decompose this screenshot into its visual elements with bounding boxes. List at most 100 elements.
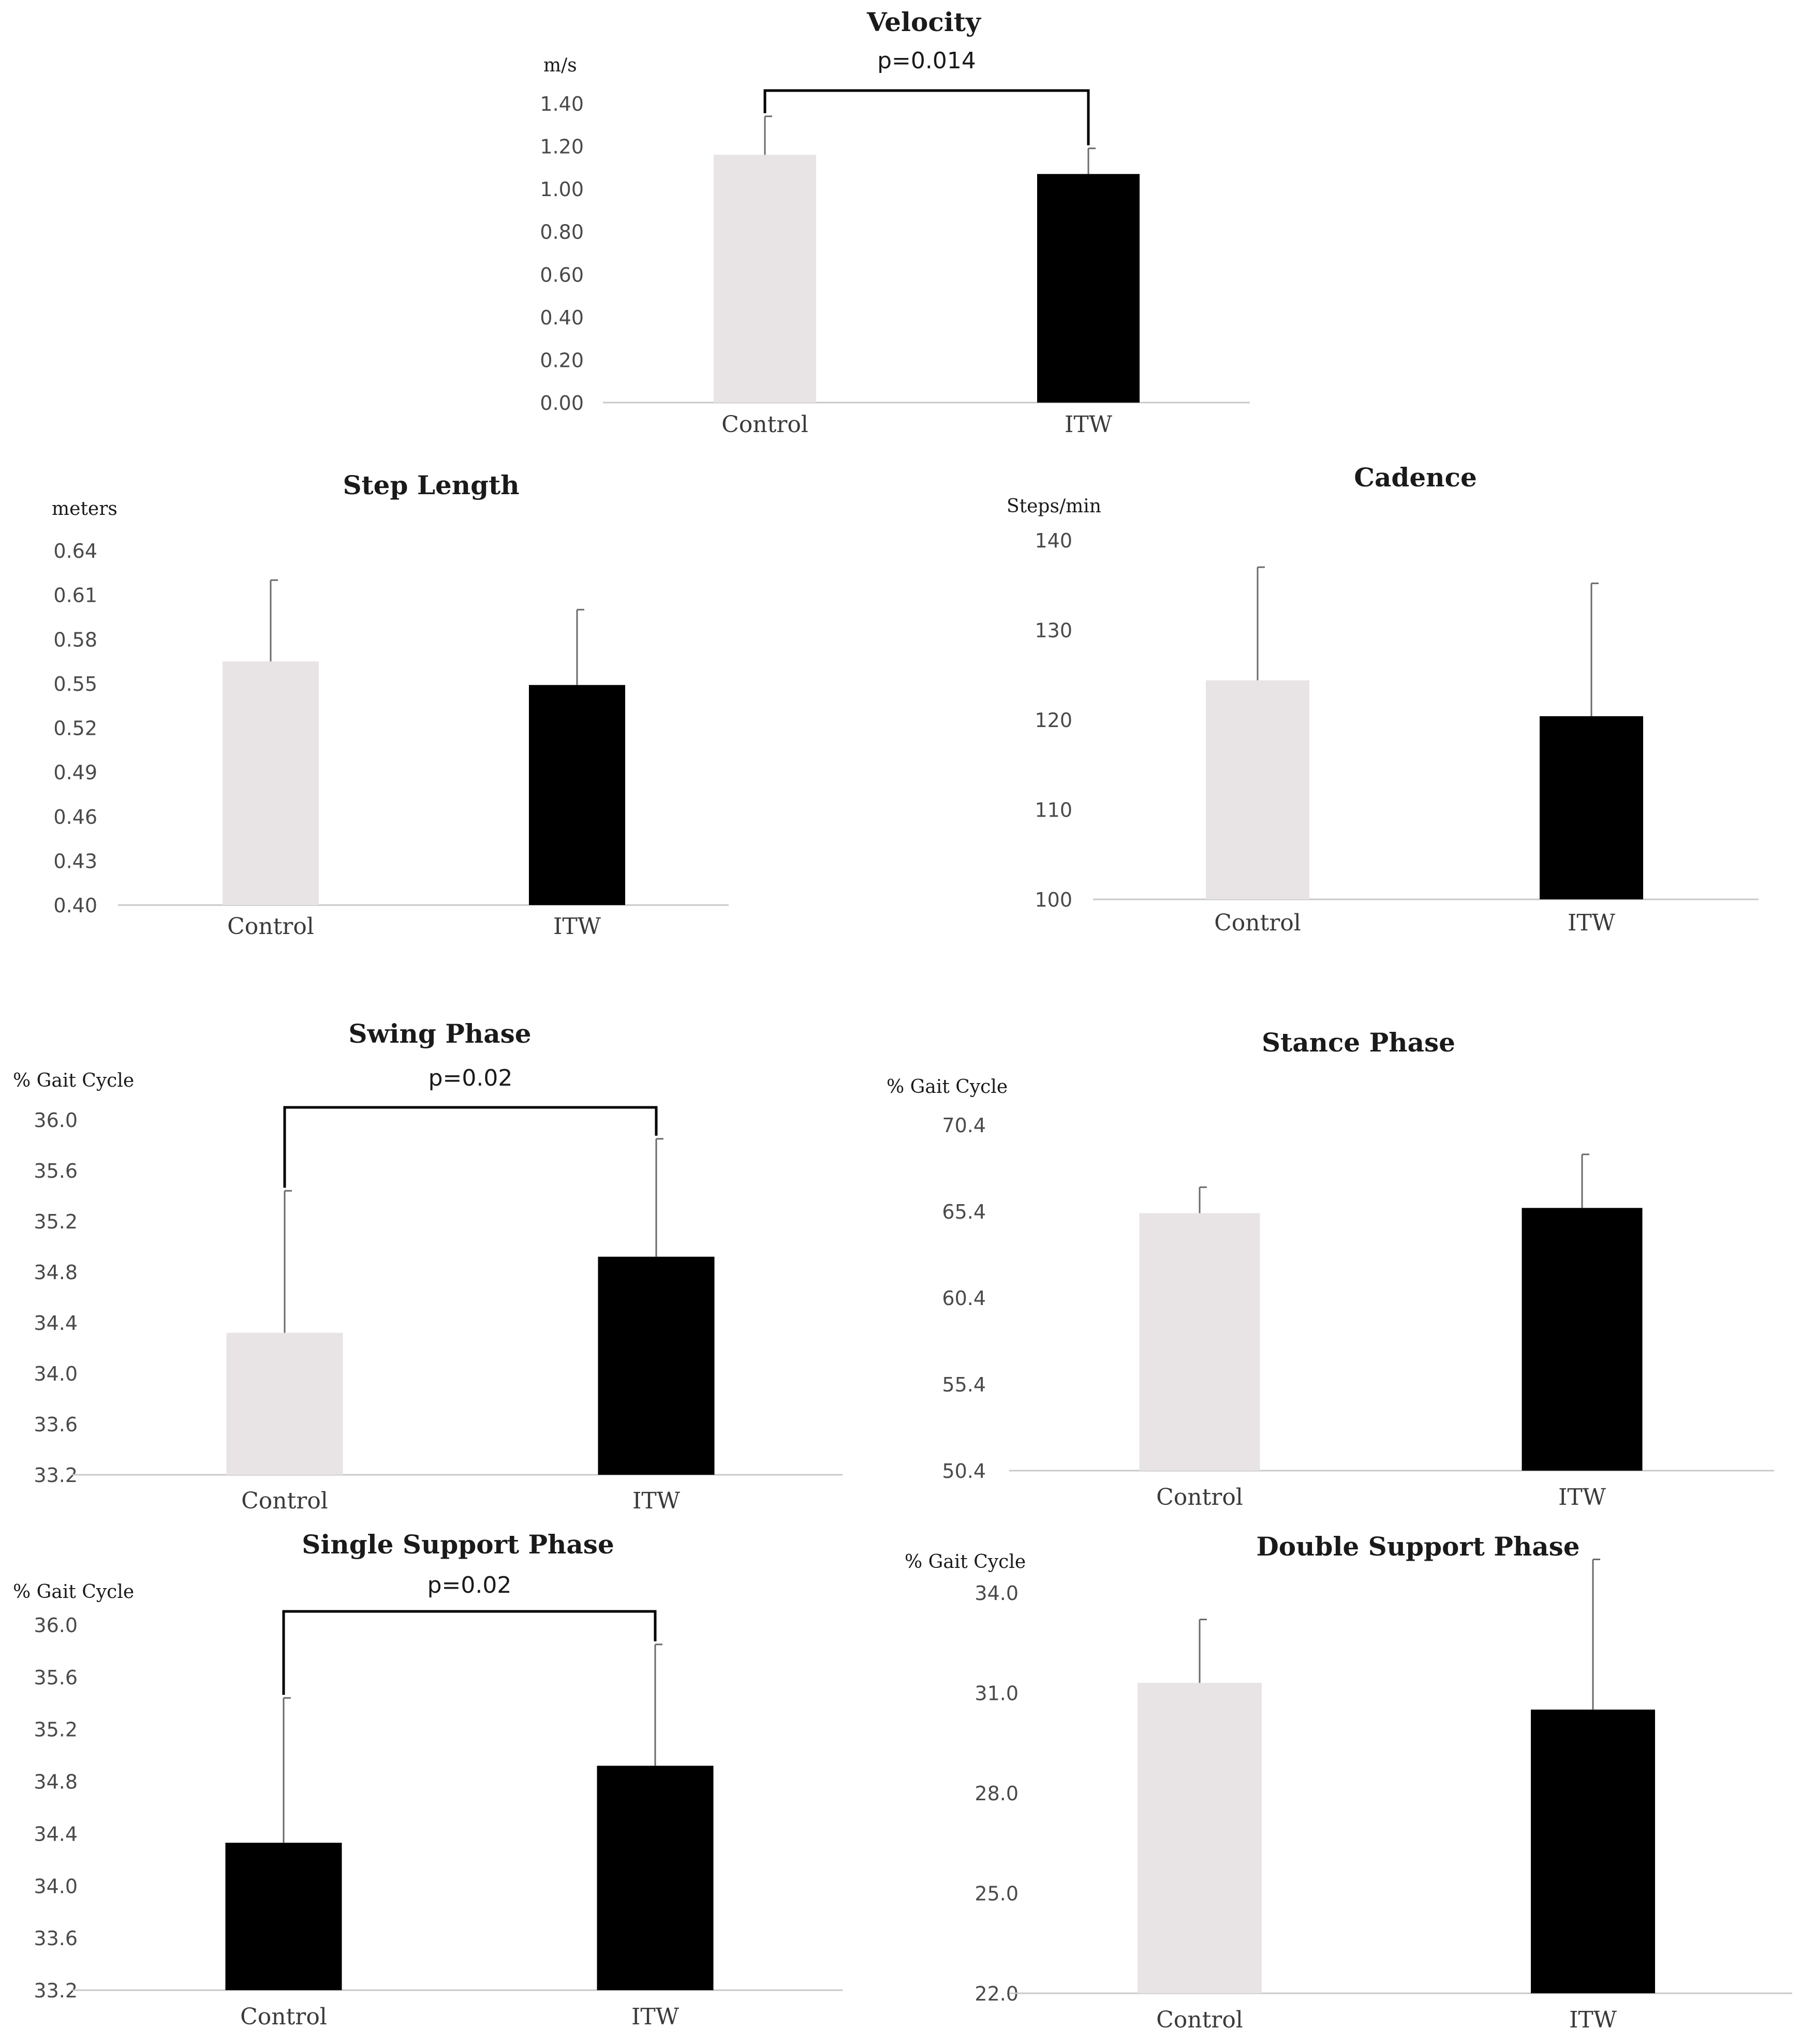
y-tick-label: 0.58 xyxy=(53,628,97,651)
y-tick-label: 34.0 xyxy=(34,1362,78,1385)
y-axis-unit-label: % Gait Cycle xyxy=(13,1070,134,1091)
bar-itw xyxy=(1531,1709,1655,1993)
chart-title: Cadence xyxy=(1354,462,1477,493)
y-tick-label: 120 xyxy=(1035,709,1072,732)
y-tick-label: 0.49 xyxy=(53,761,97,784)
chart-panel-3: Swing Phase % Gait Cycle 33.2 33.6 34.0 34.4 3… xyxy=(13,1018,843,1514)
significance-bracket xyxy=(763,89,1090,145)
y-tick-label: 0.40 xyxy=(540,306,584,329)
x-category-label: Control xyxy=(1156,2007,1243,2033)
y-tick-label: 0.20 xyxy=(540,349,584,372)
p-value-label: p=0.02 xyxy=(427,1572,512,1598)
y-tick-label: 35.6 xyxy=(34,1666,78,1689)
y-tick-label: 0.43 xyxy=(53,850,97,872)
y-tick-label: 60.4 xyxy=(942,1287,986,1310)
y-axis-unit-label: % Gait Cycle xyxy=(905,1551,1026,1573)
y-tick-label: 140 xyxy=(1035,529,1072,552)
y-tick-label: 0.46 xyxy=(53,806,97,828)
x-category-label: Control xyxy=(227,913,314,940)
bar-control xyxy=(1138,1683,1262,1993)
y-tick-label: 110 xyxy=(1035,799,1072,822)
y-axis-unit-label: meters xyxy=(52,498,117,520)
y-tick-label: 0.80 xyxy=(540,221,584,244)
bar-itw xyxy=(597,1766,714,1990)
chart-title: Single Support Phase xyxy=(302,1529,614,1560)
x-category-label: Control xyxy=(241,1488,328,1514)
x-category-label: ITW xyxy=(632,1488,681,1514)
chart-title: Step Length xyxy=(343,470,519,500)
y-axis-unit-label: % Gait Cycle xyxy=(887,1076,1008,1098)
x-category-label: ITW xyxy=(1558,1484,1606,1510)
y-tick-label: 0.55 xyxy=(53,673,97,695)
y-tick-label: 34.8 xyxy=(34,1261,78,1284)
chart-title: Velocity xyxy=(866,7,982,37)
y-tick-label: 33.2 xyxy=(34,1979,78,2002)
y-tick-label: 130 xyxy=(1035,619,1072,642)
y-tick-label: 34.8 xyxy=(34,1771,78,1794)
x-category-label: ITW xyxy=(553,913,601,940)
y-axis-unit-label: Steps/min xyxy=(1007,496,1101,517)
x-category-label: ITW xyxy=(1065,411,1113,438)
chart-panel-5: Single Support Phase % Gait Cycle 33.2 33.6… xyxy=(13,1529,843,2030)
y-tick-label: 36.0 xyxy=(34,1109,78,1132)
y-tick-label: 31.0 xyxy=(975,1682,1018,1705)
y-tick-label: 1.00 xyxy=(540,178,584,201)
y-tick-label: 0.64 xyxy=(53,540,97,562)
bar-itw xyxy=(598,1256,715,1475)
y-tick-label: 0.61 xyxy=(53,584,97,607)
y-tick-label: 34.4 xyxy=(34,1312,78,1335)
y-tick-label: 1.20 xyxy=(540,136,584,158)
bar-itw xyxy=(1522,1208,1643,1471)
x-category-label: Control xyxy=(1156,1484,1243,1510)
chart-title: Stance Phase xyxy=(1262,1027,1455,1058)
bar-control xyxy=(223,661,319,905)
x-category-label: ITW xyxy=(631,2004,680,2030)
y-tick-label: 70.4 xyxy=(942,1114,986,1137)
chart-panel-6: Double Support Phase% Gait Cycle22.025.0… xyxy=(905,1531,1792,2033)
x-category-label: Control xyxy=(240,2004,327,2030)
chart-panel-2: Cadence Steps/min 100 110 120 130 140 Control IT… xyxy=(1007,462,1759,936)
bar-control xyxy=(226,1332,343,1475)
y-tick-label: 0.40 xyxy=(53,894,97,917)
chart-title: Swing Phase xyxy=(348,1018,531,1049)
chart-title: Double Support Phase xyxy=(1256,1531,1579,1562)
x-category-label: Control xyxy=(721,411,808,438)
y-tick-label: 33.2 xyxy=(34,1464,78,1487)
y-tick-label: 25.0 xyxy=(975,1883,1018,1905)
y-tick-label: 35.6 xyxy=(34,1160,78,1182)
y-tick-label: 0.60 xyxy=(540,263,584,286)
y-tick-label: 36.0 xyxy=(34,1614,78,1637)
x-category-label: Control xyxy=(1214,910,1301,936)
bar-control xyxy=(1206,680,1309,899)
bar-control xyxy=(1139,1213,1260,1471)
y-axis-unit-label: % Gait Cycle xyxy=(13,1581,134,1603)
y-tick-label: 50.4 xyxy=(942,1460,986,1483)
bar-control xyxy=(714,155,816,403)
chart-panel-0: Velocity m/s 0.00 0.20 0.40 0.60 0.80 1.00 1.20 1… xyxy=(540,7,1250,438)
significance-bracket xyxy=(282,1610,657,1695)
bar-itw xyxy=(1540,716,1643,899)
p-value-label: p=0.02 xyxy=(429,1065,513,1091)
bar-itw xyxy=(1037,174,1140,403)
p-value-label: p=0.014 xyxy=(877,48,976,74)
x-category-label: ITW xyxy=(1569,2007,1617,2033)
bar-itw xyxy=(529,685,625,905)
significance-bracket xyxy=(283,1106,658,1188)
y-tick-label: 100 xyxy=(1035,888,1072,911)
y-tick-label: 35.2 xyxy=(34,1210,78,1233)
y-tick-label: 34.0 xyxy=(34,1875,78,1898)
y-tick-label: 65.4 xyxy=(942,1201,986,1223)
chart-panel-1: Step Length meters 0.40 0.43 0.46 0.49 0.52 0.5… xyxy=(52,470,729,940)
y-tick-label: 34.0 xyxy=(975,1582,1018,1605)
y-tick-label: 33.6 xyxy=(34,1927,78,1950)
y-tick-label: 0.00 xyxy=(540,392,584,414)
y-axis-unit-label: m/s xyxy=(543,55,577,76)
y-tick-label: 0.52 xyxy=(53,717,97,740)
y-tick-label: 33.6 xyxy=(34,1413,78,1436)
chart-panel-4: Stance Phase % Gait Cycle 50.4 55.4 60.4 65.4… xyxy=(887,1027,1774,1510)
y-tick-label: 28.0 xyxy=(975,1782,1018,1805)
y-tick-label: 1.40 xyxy=(540,93,584,115)
y-tick-label: 55.4 xyxy=(942,1373,986,1396)
y-tick-label: 35.2 xyxy=(34,1719,78,1741)
